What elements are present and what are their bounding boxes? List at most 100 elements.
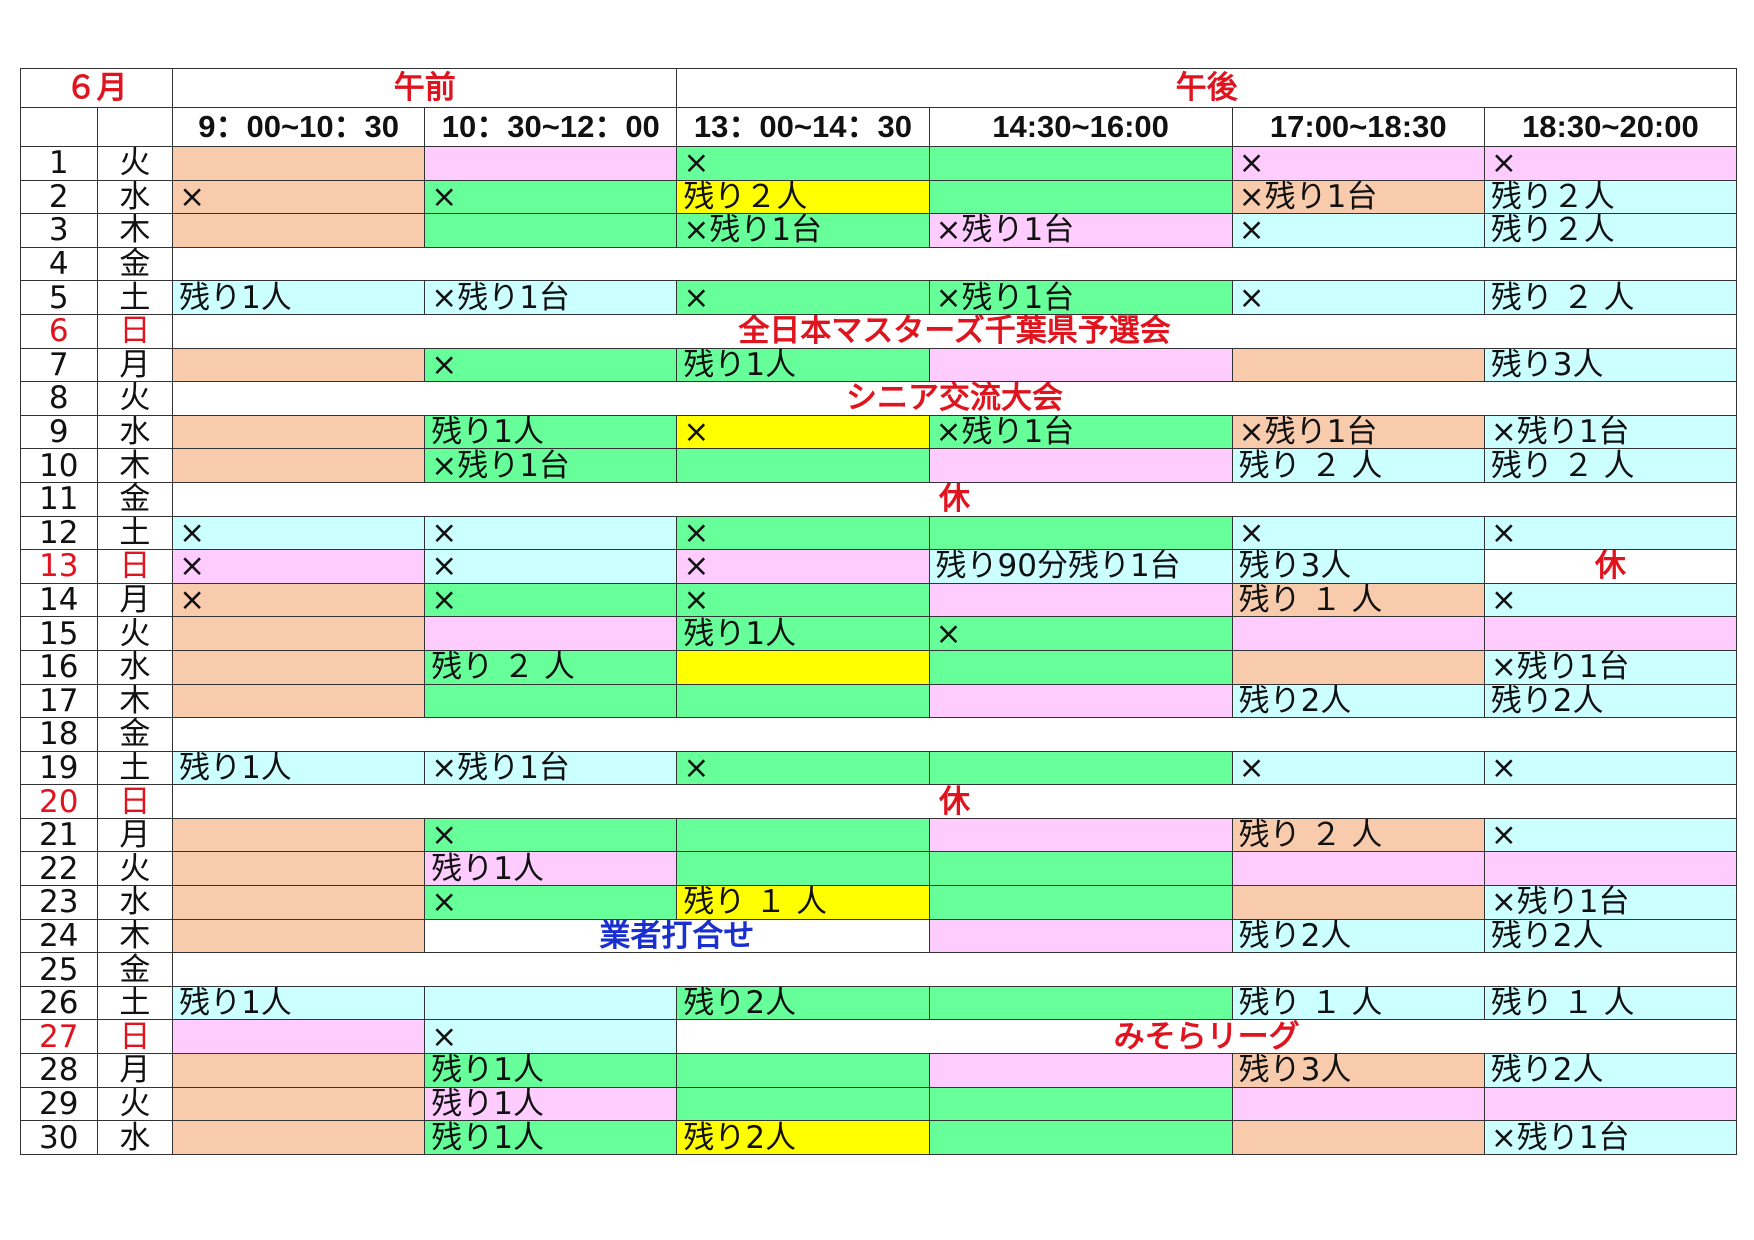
time-slot-cell[interactable]: [928, 179, 1233, 215]
time-slot-cell[interactable]: ×: [1483, 146, 1738, 181]
time-slot-cell[interactable]: 残り3人: [1483, 347, 1738, 383]
time-slot-cell[interactable]: ×: [424, 582, 678, 618]
time-slot-cell[interactable]: 残り2人: [1231, 683, 1485, 719]
time-slot-cell[interactable]: [928, 1120, 1233, 1155]
time-slot-cell[interactable]: 残り1人: [424, 851, 678, 887]
time-slot-cell[interactable]: [424, 985, 678, 1021]
time-slot-cell[interactable]: 残り1人: [172, 985, 426, 1021]
time-slot-cell[interactable]: 残り3人: [1231, 1053, 1485, 1088]
time-slot-cell[interactable]: [172, 1086, 426, 1122]
time-slot-cell[interactable]: 残り1人: [424, 1120, 678, 1155]
time-slot-cell[interactable]: [676, 683, 930, 719]
time-slot-cell[interactable]: 残り1人: [424, 414, 678, 450]
time-slot-cell[interactable]: 残り90分残り1台: [928, 549, 1233, 584]
time-slot-cell[interactable]: [676, 448, 930, 483]
time-slot-cell[interactable]: [424, 146, 678, 181]
time-slot-cell[interactable]: [928, 1086, 1233, 1122]
time-slot-cell[interactable]: ×: [1483, 750, 1738, 786]
time-slot-cell[interactable]: 残り2人: [1483, 918, 1738, 954]
time-slot-cell[interactable]: 残り2人: [676, 985, 930, 1021]
time-slot-cell[interactable]: ×残り1台: [1483, 649, 1738, 685]
time-slot-cell[interactable]: ×: [424, 347, 678, 383]
time-slot-cell[interactable]: [1231, 347, 1485, 383]
time-slot-cell[interactable]: ×: [676, 280, 930, 315]
time-slot-cell[interactable]: ×: [424, 817, 678, 853]
time-slot-cell[interactable]: [928, 448, 1233, 483]
time-slot-cell[interactable]: [172, 414, 426, 450]
time-slot-cell[interactable]: 残り2人: [676, 1120, 930, 1155]
time-slot-cell[interactable]: 残り２人: [1483, 179, 1738, 215]
time-slot-cell[interactable]: ×: [1231, 213, 1485, 248]
time-slot-cell[interactable]: ×: [424, 515, 678, 551]
time-slot-cell[interactable]: [928, 885, 1233, 920]
time-slot-cell[interactable]: 残り1人: [676, 616, 930, 651]
time-slot-cell[interactable]: [676, 1053, 930, 1088]
time-slot-cell[interactable]: ×: [1483, 817, 1738, 853]
time-slot-cell[interactable]: [928, 649, 1233, 685]
time-slot-cell[interactable]: ×: [424, 179, 678, 215]
time-slot-cell[interactable]: ×: [676, 750, 930, 786]
time-slot-cell[interactable]: ×: [676, 582, 930, 618]
time-slot-cell[interactable]: 残り ２ 人: [1483, 448, 1738, 483]
time-slot-cell[interactable]: [928, 1053, 1233, 1088]
time-slot-cell[interactable]: ×: [1231, 146, 1485, 181]
time-slot-cell[interactable]: [424, 213, 678, 248]
time-slot-cell[interactable]: 残り3人: [1231, 549, 1485, 584]
time-slot-cell[interactable]: [172, 649, 426, 685]
time-slot-cell[interactable]: ×: [1231, 515, 1485, 551]
time-slot-cell[interactable]: [1483, 616, 1738, 651]
time-slot-cell[interactable]: 残り２人: [1483, 213, 1738, 248]
time-slot-cell[interactable]: [172, 918, 426, 954]
time-slot-cell[interactable]: [928, 347, 1233, 383]
time-slot-cell[interactable]: [1231, 649, 1485, 685]
time-slot-cell[interactable]: [1231, 1120, 1485, 1155]
time-slot-cell[interactable]: ×: [424, 549, 678, 584]
time-slot-cell[interactable]: 残り2人: [1231, 918, 1485, 954]
time-slot-cell[interactable]: [172, 448, 426, 483]
time-slot-cell[interactable]: [1231, 616, 1485, 651]
time-slot-cell[interactable]: ×: [424, 1019, 678, 1055]
time-slot-cell[interactable]: ×: [172, 582, 426, 618]
time-slot-cell[interactable]: ×残り1台: [928, 213, 1233, 248]
time-slot-cell[interactable]: 残り １ 人: [1231, 582, 1485, 618]
time-slot-cell[interactable]: 残り1人: [424, 1086, 678, 1122]
time-slot-cell[interactable]: ×残り1台: [928, 280, 1233, 315]
time-slot-cell[interactable]: 残り ２ 人: [1483, 280, 1738, 315]
time-slot-cell[interactable]: 残り １ 人: [1231, 985, 1485, 1021]
time-slot-cell[interactable]: ×: [676, 515, 930, 551]
time-slot-cell[interactable]: [172, 1120, 426, 1155]
time-slot-cell[interactable]: [928, 851, 1233, 887]
time-slot-cell[interactable]: [928, 146, 1233, 181]
time-slot-cell[interactable]: 残り1人: [172, 750, 426, 786]
time-slot-cell[interactable]: [676, 817, 930, 853]
time-slot-cell[interactable]: ×: [172, 515, 426, 551]
time-slot-cell[interactable]: [928, 750, 1233, 786]
time-slot-cell[interactable]: [676, 851, 930, 887]
time-slot-cell[interactable]: [928, 515, 1233, 551]
time-slot-cell[interactable]: ×残り1台: [1483, 885, 1738, 920]
time-slot-cell[interactable]: [172, 146, 426, 181]
time-slot-cell[interactable]: ×: [424, 885, 678, 920]
time-slot-cell[interactable]: ×: [1483, 582, 1738, 618]
time-slot-cell[interactable]: [676, 649, 930, 685]
time-slot-cell[interactable]: [172, 616, 426, 651]
time-slot-cell[interactable]: ×: [676, 146, 930, 181]
time-slot-cell[interactable]: ×残り1台: [1483, 414, 1738, 450]
time-slot-cell[interactable]: 残り２人: [676, 179, 930, 215]
time-slot-cell[interactable]: [172, 817, 426, 853]
time-slot-cell[interactable]: [928, 582, 1233, 618]
time-slot-cell[interactable]: ×残り1台: [928, 414, 1233, 450]
time-slot-cell[interactable]: [424, 616, 678, 651]
time-slot-cell[interactable]: ×残り1台: [1231, 414, 1485, 450]
time-slot-cell[interactable]: 残り ２ 人: [1231, 817, 1485, 853]
time-slot-cell[interactable]: [928, 683, 1233, 719]
time-slot-cell[interactable]: ×残り1台: [424, 448, 678, 483]
time-slot-cell[interactable]: ×: [1231, 750, 1485, 786]
time-slot-cell[interactable]: 残り2人: [1483, 1053, 1738, 1088]
time-slot-cell[interactable]: ×残り1台: [424, 280, 678, 315]
time-slot-cell[interactable]: [172, 885, 426, 920]
time-slot-cell[interactable]: 残り ２ 人: [424, 649, 678, 685]
time-slot-cell[interactable]: ×残り1台: [676, 213, 930, 248]
time-slot-cell[interactable]: ×残り1台: [1483, 1120, 1738, 1155]
time-slot-cell[interactable]: 残り1人: [424, 1053, 678, 1088]
